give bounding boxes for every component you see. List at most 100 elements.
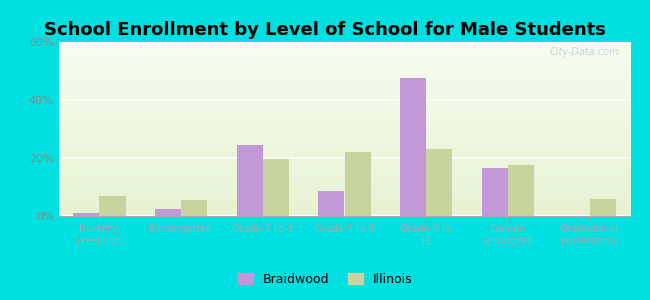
Bar <box>58 119 630 120</box>
Bar <box>58 193 630 194</box>
Bar <box>58 123 630 124</box>
Bar <box>58 90 630 91</box>
Bar <box>58 122 630 123</box>
Bar <box>58 106 630 107</box>
Bar <box>58 105 630 106</box>
Bar <box>58 120 630 121</box>
Bar <box>58 68 630 69</box>
Bar <box>58 127 630 128</box>
Bar <box>58 175 630 176</box>
Bar <box>58 93 630 94</box>
Bar <box>58 62 630 63</box>
Bar <box>58 89 630 90</box>
Bar <box>58 144 630 145</box>
Bar <box>58 126 630 127</box>
Bar <box>58 114 630 115</box>
Bar <box>58 79 630 80</box>
Bar <box>58 111 630 112</box>
Bar <box>58 162 630 163</box>
Bar <box>58 48 630 49</box>
Bar <box>58 131 630 132</box>
Bar <box>58 152 630 153</box>
Bar <box>58 51 630 52</box>
Bar <box>508 165 534 216</box>
Bar <box>58 86 630 87</box>
Bar <box>58 65 630 66</box>
Bar <box>58 99 630 100</box>
Bar <box>58 139 630 140</box>
Bar <box>58 136 630 137</box>
Bar <box>58 54 630 55</box>
Bar <box>58 173 630 174</box>
Bar <box>58 159 630 160</box>
Bar <box>58 129 630 130</box>
Bar <box>58 128 630 129</box>
Bar <box>58 85 630 86</box>
Bar <box>58 168 630 169</box>
Bar <box>58 155 630 156</box>
Bar <box>58 103 630 104</box>
Bar <box>58 178 630 179</box>
Bar <box>181 200 207 216</box>
Bar <box>58 211 630 212</box>
Bar <box>58 202 630 203</box>
Bar <box>58 74 630 75</box>
Bar <box>58 102 630 103</box>
Bar <box>58 83 630 84</box>
Bar <box>58 147 630 148</box>
Bar <box>58 203 630 204</box>
Bar <box>58 156 630 157</box>
Bar <box>58 112 630 113</box>
Bar <box>58 138 630 139</box>
Bar <box>58 197 630 198</box>
Bar <box>58 42 630 43</box>
Bar <box>58 215 630 216</box>
Bar <box>58 157 630 158</box>
Bar <box>58 213 630 214</box>
Bar <box>58 148 630 149</box>
Bar <box>58 208 630 209</box>
Bar <box>58 53 630 54</box>
Bar <box>58 171 630 172</box>
Bar <box>58 192 630 193</box>
Bar <box>58 96 630 97</box>
Bar <box>58 199 630 200</box>
Bar <box>58 55 630 56</box>
Bar <box>58 80 630 81</box>
Bar <box>58 151 630 152</box>
Bar <box>58 198 630 199</box>
Text: School Enrollment by Level of School for Male Students: School Enrollment by Level of School for… <box>44 21 606 39</box>
Bar <box>58 154 630 155</box>
Bar <box>58 158 630 159</box>
Bar <box>58 95 630 96</box>
Bar <box>58 167 630 168</box>
Bar <box>58 170 630 171</box>
Bar <box>58 207 630 208</box>
Bar <box>58 183 630 184</box>
Bar <box>58 142 630 143</box>
Bar <box>58 73 630 74</box>
Bar <box>58 153 630 154</box>
Bar <box>58 160 630 161</box>
Bar <box>58 163 630 164</box>
Bar <box>58 107 630 108</box>
Bar <box>58 58 630 59</box>
Bar <box>58 77 630 78</box>
Bar <box>58 69 630 70</box>
Bar <box>58 169 630 170</box>
Bar <box>58 150 630 151</box>
Bar <box>58 109 630 110</box>
Bar <box>58 185 630 186</box>
Bar <box>58 187 630 188</box>
Bar <box>58 210 630 211</box>
Bar <box>58 94 630 95</box>
Bar <box>58 165 630 166</box>
Bar <box>58 121 630 122</box>
Bar <box>58 44 630 45</box>
Bar <box>58 59 630 60</box>
Bar <box>58 60 630 61</box>
Bar <box>58 180 630 181</box>
Bar <box>58 92 630 93</box>
Bar <box>58 98 630 99</box>
Bar <box>58 116 630 117</box>
